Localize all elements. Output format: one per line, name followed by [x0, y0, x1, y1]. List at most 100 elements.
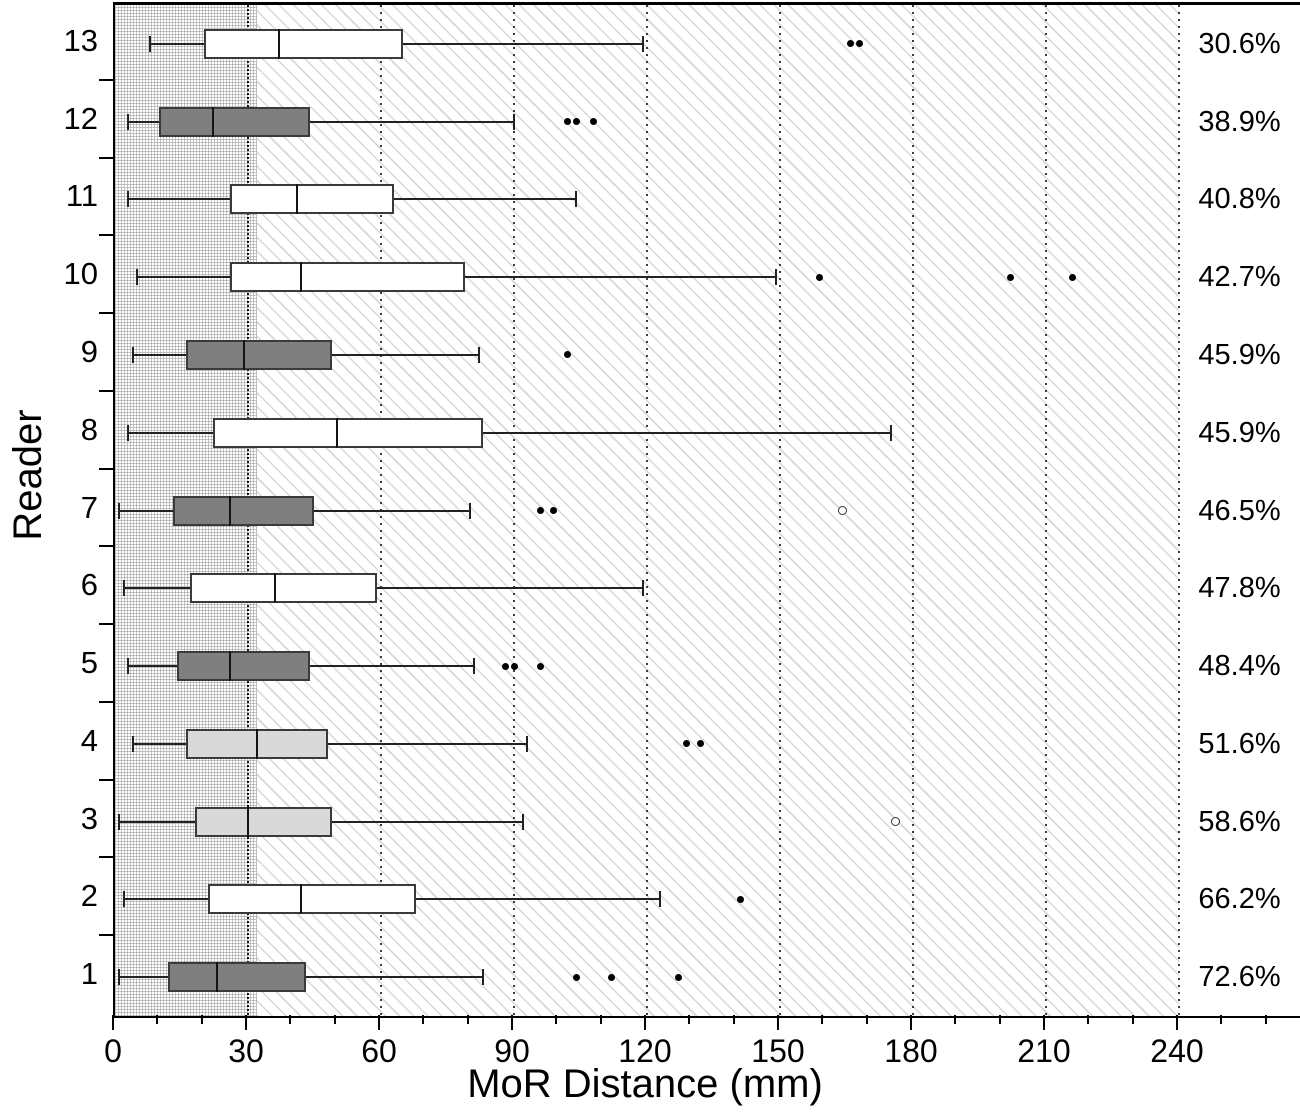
reader-9-percent-label: 45.9%: [1198, 338, 1281, 371]
reader-13-cap-low: [149, 35, 152, 52]
reader-2-percent-label: 66.2%: [1198, 883, 1281, 916]
plot-area: 30.6% 38.9% 40.8% 42.7% 45.9% 45.9% 46.5% 47.8%…: [113, 2, 1300, 1018]
reader-1-outlier: [572, 973, 580, 981]
gridline-180: [912, 5, 914, 1016]
y-axis-boundary-tick: [99, 467, 113, 470]
reader-12-outlier: [572, 118, 580, 126]
x-major-tick-120: [644, 1015, 646, 1030]
reader-12-median: [211, 106, 214, 137]
y-tick-label-12: 12: [63, 100, 98, 136]
x-major-tick-150: [777, 1015, 779, 1030]
y-axis-boundary-tick: [99, 78, 113, 81]
reader-13-outlier: [847, 40, 855, 48]
reader-9-outlier: [563, 351, 571, 359]
reader-7-cap-low: [118, 502, 121, 519]
x-major-tick-90: [511, 1015, 513, 1030]
x-minor-tick: [422, 1015, 425, 1024]
x-tick-label-30: 30: [228, 1033, 264, 1069]
reader-9-cap-low: [131, 346, 134, 363]
reader-10-median: [300, 262, 303, 293]
y-tick-label-2: 2: [80, 878, 98, 914]
reader-11-box: [230, 184, 395, 215]
reader-1-percent-label: 72.6%: [1198, 961, 1281, 994]
reader-8-whisker: [128, 431, 891, 434]
y-tick-label-1: 1: [80, 956, 98, 992]
reader-5-cap-high: [473, 658, 476, 675]
reader-10-outlier: [816, 273, 824, 281]
y-axis-title: Reader: [6, 409, 50, 541]
reader-2-outlier: [736, 895, 744, 903]
reader-7-cap-high: [468, 502, 471, 519]
x-tick-label-0: 0: [104, 1033, 122, 1069]
reader-8-median: [335, 417, 338, 448]
x-tick-label-60: 60: [361, 1033, 397, 1069]
reader-7-outlier: [537, 507, 545, 514]
y-tick-label-4: 4: [80, 722, 98, 758]
reader-1-box: [168, 962, 306, 993]
reader-9-median: [242, 339, 245, 370]
reader-12-whisker: [128, 120, 514, 123]
reader-10-outlier: [1007, 273, 1015, 281]
y-axis-boundary-tick: [99, 856, 113, 859]
reader-11-percent-label: 40.8%: [1198, 183, 1281, 216]
reader-4-outlier: [683, 740, 691, 748]
x-minor-tick: [200, 1015, 203, 1024]
x-major-tick-0: [112, 1015, 114, 1030]
x-minor-tick: [688, 1015, 691, 1024]
reader-7-far-outlier: [837, 506, 847, 515]
reader-1-outlier: [674, 973, 682, 981]
reader-2-box: [208, 884, 417, 915]
reader-11-median: [295, 184, 298, 215]
reader-13-box: [203, 28, 404, 59]
y-axis-boundary-tick: [99, 312, 113, 315]
reader-4-percent-label: 51.6%: [1198, 727, 1281, 760]
x-minor-tick: [732, 1015, 735, 1024]
reader-7-outlier: [550, 507, 558, 514]
reader-4-cap-high: [526, 735, 529, 752]
reader-4-outlier: [696, 740, 704, 748]
x-minor-tick: [998, 1015, 1001, 1024]
reader-6-box: [190, 573, 377, 604]
reader-10-cap-high: [774, 269, 777, 286]
reader-12-box: [159, 106, 311, 137]
y-tick-label-6: 6: [80, 567, 98, 603]
reader-11-cap-low: [127, 191, 130, 208]
x-minor-tick: [599, 1015, 602, 1024]
reader-13-cap-high: [641, 35, 644, 52]
x-minor-tick: [466, 1015, 469, 1024]
reader-3-box: [194, 806, 333, 837]
reader-8-percent-label: 45.9%: [1198, 416, 1281, 449]
reader-4-median: [255, 728, 258, 759]
reader-6-cap-low: [122, 580, 125, 597]
reader-3-cap-high: [521, 813, 524, 830]
x-minor-tick: [1087, 1015, 1090, 1024]
x-minor-tick: [555, 1015, 558, 1024]
reader-8-box: [212, 417, 483, 448]
x-minor-tick: [865, 1015, 868, 1024]
x-tick-label-120: 120: [618, 1033, 672, 1069]
y-tick-label-7: 7: [80, 489, 98, 525]
x-major-tick-180: [910, 1015, 912, 1030]
reader-5-percent-label: 48.4%: [1198, 650, 1281, 683]
y-tick-label-9: 9: [80, 333, 98, 369]
y-tick-label-13: 13: [63, 22, 98, 58]
reader-7-box: [172, 495, 315, 526]
reader-4-whisker: [132, 742, 528, 745]
reader-12-percent-label: 38.9%: [1198, 105, 1281, 138]
y-axis-boundary-tick: [99, 934, 113, 937]
reader-1-cap-low: [118, 969, 121, 986]
reader-5-median: [229, 651, 232, 682]
x-minor-tick: [1131, 1015, 1134, 1024]
reader-5-cap-low: [127, 658, 130, 675]
reader-2-cap-low: [122, 891, 125, 908]
reader-11-cap-high: [575, 191, 578, 208]
reader-5-outlier: [501, 662, 509, 670]
reader-12-outlier: [563, 118, 571, 126]
x-tick-label-210: 210: [1017, 1033, 1071, 1069]
reader-3-far-outlier: [890, 817, 900, 827]
reader-12-outlier: [590, 118, 598, 126]
x-minor-tick: [333, 1015, 336, 1024]
reader-8-cap-low: [127, 424, 130, 441]
reader-1-median: [215, 962, 218, 993]
